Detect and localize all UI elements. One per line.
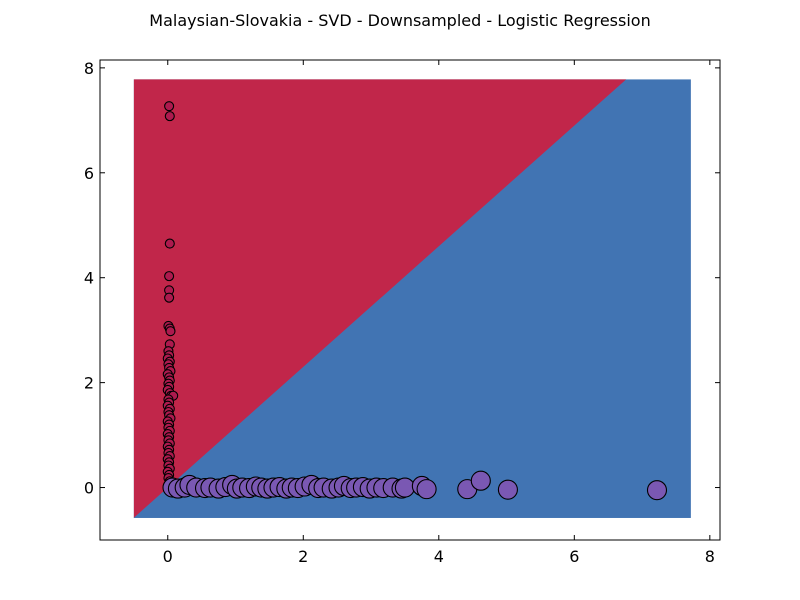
chart-title: Malaysian-Slovakia - SVD - Downsampled -… (149, 11, 650, 30)
region-class-a (133, 79, 627, 518)
x-tick-label: 8 (705, 547, 715, 566)
y-axis: 0 2 4 6 8 (84, 59, 720, 498)
x-axis: 0 2 4 6 8 (163, 60, 715, 566)
data-point-series-1 (164, 111, 175, 122)
decision-regions (133, 79, 691, 518)
y-tick-label: 4 (84, 269, 94, 288)
data-point-series-2 (470, 470, 491, 491)
data-point-series-2 (416, 479, 437, 500)
data-point-series-1 (164, 271, 175, 282)
data-points (162, 101, 668, 501)
data-point-series-2 (646, 480, 668, 501)
x-tick-label: 6 (569, 547, 579, 566)
data-point-series-1 (164, 101, 175, 112)
y-tick-label: 2 (84, 374, 94, 393)
plot-frame (99, 59, 721, 541)
data-point-series-1 (164, 292, 175, 303)
x-tick-label: 2 (298, 547, 308, 566)
y-tick-label: 0 (84, 479, 94, 498)
data-point-series-2 (394, 477, 415, 498)
y-tick-label: 6 (84, 164, 94, 183)
x-tick-label: 0 (163, 547, 173, 566)
data-point-series-1 (165, 326, 176, 337)
x-tick-label: 4 (434, 547, 444, 566)
data-point-series-1 (164, 238, 175, 249)
data-point-series-2 (497, 479, 518, 500)
y-tick-label: 8 (84, 59, 94, 78)
